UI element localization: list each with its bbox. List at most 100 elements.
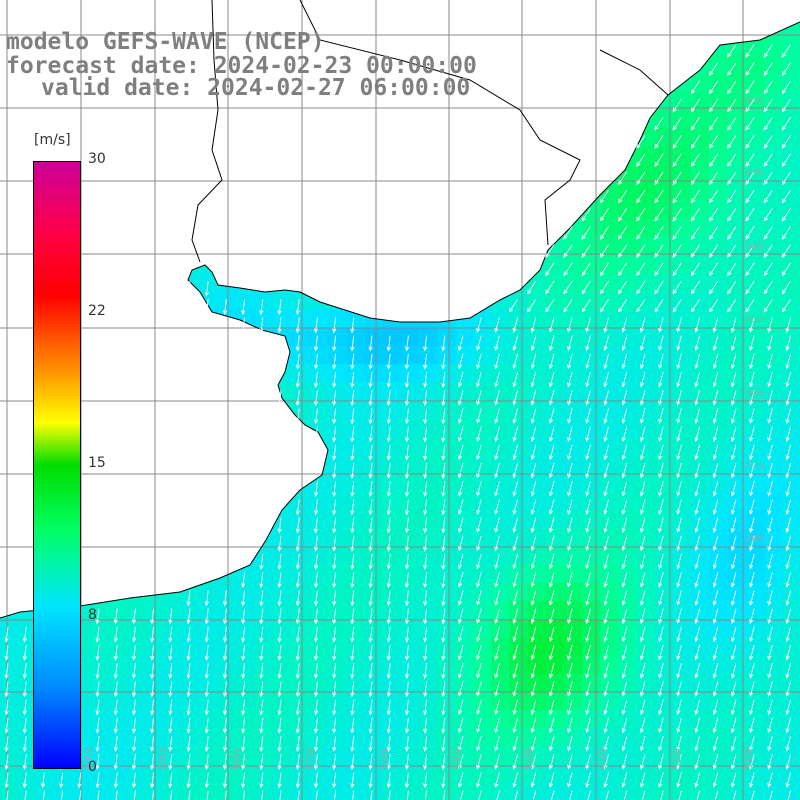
coastline-path <box>0 21 800 619</box>
wind-arrow <box>676 626 682 643</box>
wind-speed-cell <box>364 728 383 747</box>
wind-speed-cell <box>728 109 747 128</box>
wind-arrow <box>712 681 719 697</box>
wind-arrow <box>295 699 300 716</box>
wind-speed-cell <box>364 782 383 800</box>
wind-arrow <box>460 790 464 800</box>
wind-arrow <box>694 735 701 752</box>
wind-arrow <box>186 280 191 297</box>
wind-arrow <box>767 735 773 752</box>
wind-arrow <box>551 790 555 800</box>
wind-arrow <box>457 462 464 479</box>
wind-arrow <box>441 481 446 498</box>
wind-speed-cell <box>764 546 784 565</box>
wind-arrow <box>204 299 209 316</box>
wind-arrow <box>763 171 773 186</box>
wind-speed-cell <box>491 600 511 620</box>
wind-arrow <box>279 790 282 800</box>
wind-arrow <box>313 371 319 388</box>
wind-arrow <box>548 371 555 388</box>
wind-speed-cell <box>691 364 711 383</box>
wind-speed-cell <box>436 327 456 347</box>
wind-speed-cell <box>709 109 729 128</box>
wind-speed-cell <box>327 764 347 784</box>
wind-speed-cell <box>436 400 456 420</box>
wind-speed-cell <box>709 400 729 420</box>
wind-arrow <box>599 189 609 204</box>
wind-arrow <box>295 663 300 680</box>
wind-arrow <box>243 790 246 800</box>
wind-arrow <box>767 353 773 370</box>
wind-arrow <box>767 517 773 534</box>
wind-arrow <box>727 98 737 113</box>
wind-speed-cell <box>382 455 401 474</box>
wind-arrow <box>332 663 337 680</box>
wind-speed-cell <box>764 509 784 529</box>
wind-speed-cell <box>673 709 693 729</box>
wind-arrow <box>639 390 646 406</box>
wind-arrow <box>241 644 246 661</box>
wind-speed-cell <box>345 345 365 365</box>
wind-speed-cell <box>455 691 474 711</box>
wind-speed-cell <box>764 54 784 74</box>
wind-arrow <box>749 371 755 388</box>
wind-arrow <box>313 717 319 734</box>
wind-speed-cell <box>673 309 693 329</box>
wind-arrow <box>332 499 337 516</box>
wind-arrow <box>636 226 646 240</box>
wind-speed-cell <box>600 746 620 765</box>
wind-speed-cell <box>728 163 747 183</box>
wind-arrow <box>168 772 173 789</box>
wind-arrow <box>332 371 337 388</box>
wind-arrow <box>476 590 482 606</box>
wind-speed-cell <box>782 491 800 511</box>
wind-speed-cell <box>473 546 492 565</box>
wind-arrow <box>709 171 719 186</box>
wind-speed-cell <box>491 382 511 401</box>
wind-arrow <box>168 663 173 680</box>
wind-arrow <box>639 572 646 588</box>
wind-arrow <box>241 681 246 698</box>
wind-speed-cell <box>728 182 747 201</box>
wind-arrow <box>636 298 646 313</box>
wind-speed-cell <box>746 637 765 656</box>
wind-arrow <box>530 462 537 479</box>
wind-arrow <box>332 517 337 534</box>
wind-arrow <box>749 353 755 370</box>
wind-arrow <box>712 590 719 606</box>
wind-arrow <box>441 426 446 443</box>
wind-speed-cell <box>473 491 492 511</box>
wind-speed-cell <box>564 491 583 511</box>
wind-arrow <box>745 80 755 95</box>
wind-speed-cell <box>546 400 565 420</box>
wind-arrow <box>512 390 519 406</box>
wind-speed-cell <box>400 345 420 365</box>
wind-speed-cell <box>600 600 620 620</box>
wind-speed-cell <box>455 382 474 401</box>
wind-speed-cell <box>364 491 383 511</box>
wind-speed-cell <box>473 618 492 638</box>
wind-speed-cell <box>582 618 602 638</box>
wind-speed-cell <box>782 418 800 438</box>
wind-speed-cell <box>18 637 37 656</box>
wind-arrow <box>423 626 428 643</box>
wind-speed-cell <box>91 618 110 638</box>
wind-speed-cell <box>364 709 383 729</box>
wind-speed-cell <box>728 473 747 492</box>
wind-arrow <box>694 590 701 606</box>
wind-speed-cell <box>327 546 347 565</box>
wind-speed-cell <box>182 618 201 638</box>
wind-speed-cell <box>564 746 583 765</box>
wind-arrow <box>676 444 682 461</box>
wind-arrow <box>441 335 446 352</box>
wind-arrow <box>603 444 610 461</box>
wind-arrow <box>672 262 682 277</box>
wind-speed-cell <box>618 691 638 711</box>
wind-speed-cell <box>309 582 329 602</box>
wind-arrow <box>639 353 646 370</box>
wind-arrow <box>150 663 155 680</box>
wind-speed-cell <box>327 600 347 620</box>
wind-speed-cell <box>527 564 547 583</box>
wind-speed-cell <box>673 345 693 365</box>
wind-speed-cell <box>691 418 711 438</box>
